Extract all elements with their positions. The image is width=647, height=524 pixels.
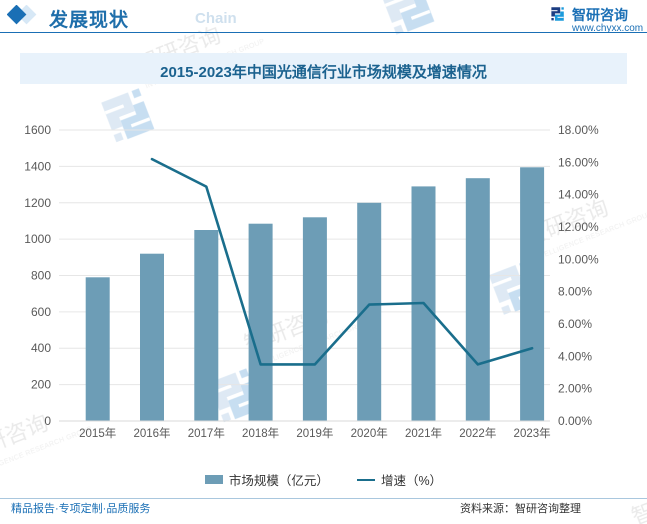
- svg-text:400: 400: [31, 341, 51, 355]
- svg-text:0: 0: [44, 414, 51, 428]
- svg-text:1200: 1200: [24, 196, 51, 210]
- svg-text:6.00%: 6.00%: [558, 317, 592, 331]
- svg-text:18.00%: 18.00%: [558, 123, 599, 137]
- svg-text:10.00%: 10.00%: [558, 252, 599, 266]
- svg-text:2021年: 2021年: [405, 426, 442, 440]
- svg-text:2015年: 2015年: [79, 426, 116, 440]
- svg-text:14.00%: 14.00%: [558, 188, 599, 202]
- svg-text:600: 600: [31, 305, 51, 319]
- svg-text:2019年: 2019年: [296, 426, 333, 440]
- svg-text:2023年: 2023年: [514, 426, 551, 440]
- svg-text:200: 200: [31, 378, 51, 392]
- svg-text:2018年: 2018年: [242, 426, 279, 440]
- svg-text:12.00%: 12.00%: [558, 220, 599, 234]
- svg-text:2016年: 2016年: [133, 426, 170, 440]
- svg-text:1000: 1000: [24, 232, 51, 246]
- svg-text:4.00%: 4.00%: [558, 349, 592, 363]
- svg-text:8.00%: 8.00%: [558, 285, 592, 299]
- svg-text:16.00%: 16.00%: [558, 155, 599, 169]
- svg-text:0.00%: 0.00%: [558, 414, 592, 428]
- svg-text:2017年: 2017年: [188, 426, 225, 440]
- svg-text:2022年: 2022年: [459, 426, 496, 440]
- svg-text:800: 800: [31, 269, 51, 283]
- svg-text:1400: 1400: [24, 159, 51, 173]
- svg-text:2.00%: 2.00%: [558, 382, 592, 396]
- svg-text:2020年: 2020年: [351, 426, 388, 440]
- svg-text:1600: 1600: [24, 123, 51, 137]
